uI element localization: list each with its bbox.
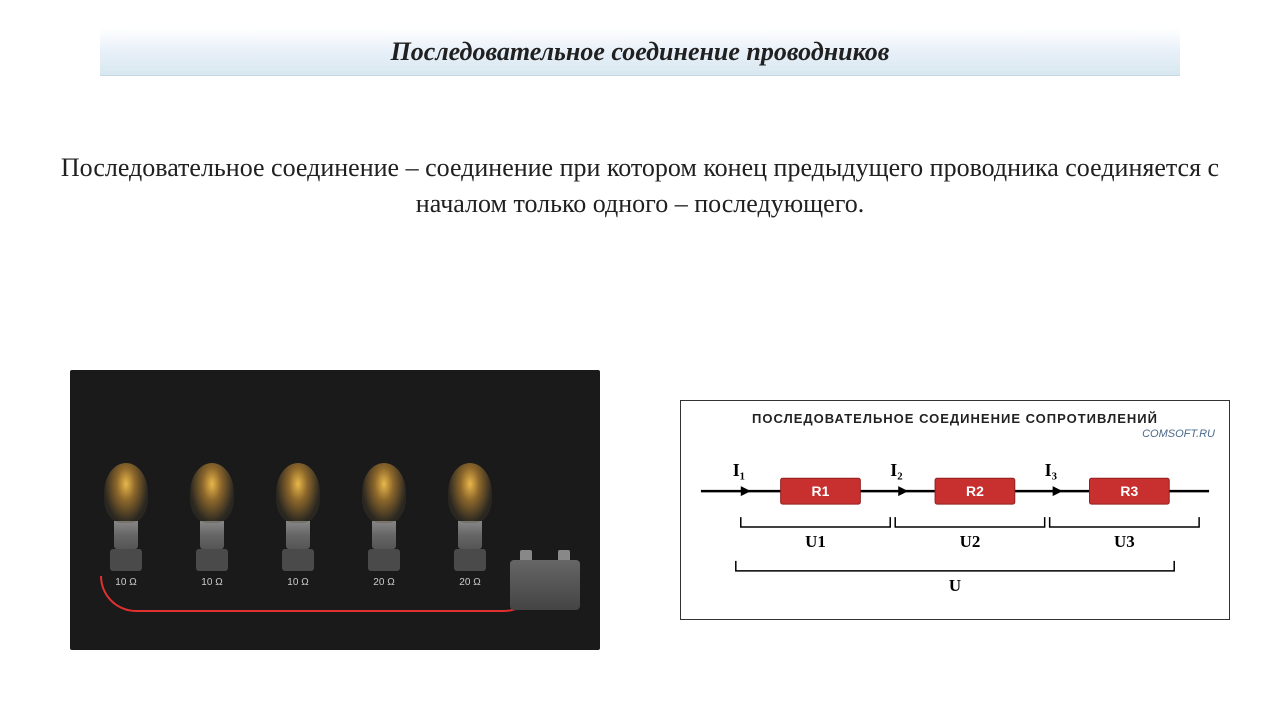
bulb: 10 Ω	[276, 463, 320, 588]
bulb-glass	[104, 463, 148, 523]
circuit-title: ПОСЛЕДОВАТЕЛЬНОЕ СОЕДИНЕНИЕ СОПРОТИВЛЕНИ…	[681, 411, 1229, 426]
bulb-base	[200, 521, 224, 549]
current-arrow	[741, 486, 751, 496]
voltage-bracket	[1050, 517, 1199, 527]
voltage-label: U2	[960, 532, 981, 551]
current-label: I₂	[890, 460, 902, 480]
circuit-svg: I₁ R1 I₂ R2 I₃ R3 U1 U2 U3 U	[681, 451, 1229, 621]
bulb-socket	[110, 549, 142, 571]
page-title: Последовательное соединение проводников	[391, 37, 890, 67]
circuit-source: COMSOFT.RU	[681, 428, 1215, 440]
current-label: I₁	[733, 460, 745, 480]
bulb-socket	[368, 549, 400, 571]
bulb-glass	[362, 463, 406, 523]
bulb-glass	[276, 463, 320, 523]
u-total-label: U	[949, 576, 961, 595]
bulb-base	[114, 521, 138, 549]
bulb-base	[458, 521, 482, 549]
definition-text: Последовательное соединение – соединение…	[50, 150, 1230, 223]
bulb-glass	[448, 463, 492, 523]
current-arrow	[898, 486, 908, 496]
voltage-bracket	[895, 517, 1044, 527]
bulbs-illustration: 10 Ω 10 Ω 10 Ω 20 Ω 20 Ω	[70, 370, 600, 650]
current-label: I₃	[1045, 460, 1057, 480]
current-arrow	[1053, 486, 1063, 496]
voltage-label: U1	[805, 532, 826, 551]
bulb: 10 Ω	[104, 463, 148, 588]
resistor-label: R3	[1120, 483, 1138, 499]
bulb-base	[286, 521, 310, 549]
bulb-socket	[282, 549, 314, 571]
battery	[510, 560, 580, 610]
bulb: 20 Ω	[362, 463, 406, 588]
bulb-glass	[190, 463, 234, 523]
resistor-label: R1	[812, 483, 830, 499]
title-bar: Последовательное соединение проводников	[100, 28, 1180, 76]
wire	[100, 576, 540, 612]
bulb: 10 Ω	[190, 463, 234, 588]
bulb-socket	[196, 549, 228, 571]
bulb-socket	[454, 549, 486, 571]
bulb: 20 Ω	[448, 463, 492, 588]
voltage-label: U3	[1114, 532, 1135, 551]
circuit-diagram: ПОСЛЕДОВАТЕЛЬНОЕ СОЕДИНЕНИЕ СОПРОТИВЛЕНИ…	[680, 400, 1230, 620]
bulb-base	[372, 521, 396, 549]
voltage-bracket	[741, 517, 890, 527]
resistor-label: R2	[966, 483, 984, 499]
